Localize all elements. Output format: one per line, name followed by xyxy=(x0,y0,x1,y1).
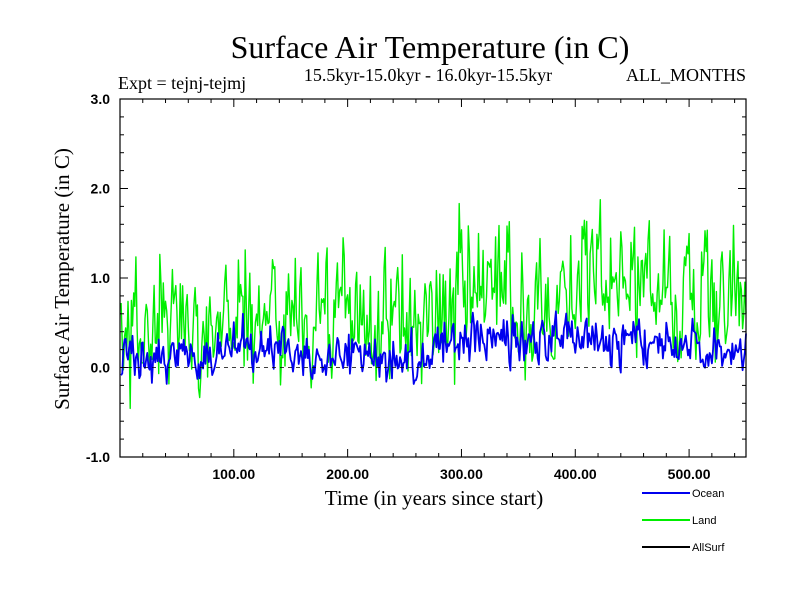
y-axis-tick-labels: -1.0 0.0 1.0 2.0 3.0 xyxy=(86,91,110,465)
x-tick-label: 500.00 xyxy=(668,466,711,482)
plot-area xyxy=(119,98,747,458)
y-tick-label: 1.0 xyxy=(91,270,111,286)
series-line-ocean xyxy=(120,310,747,385)
legend-label-land: Land xyxy=(692,515,716,527)
legend-label-allsurf: AllSurf xyxy=(692,542,725,554)
y-tick-label: 3.0 xyxy=(91,91,111,107)
legend-label-ocean: Ocean xyxy=(692,488,724,500)
y-tick-label: -1.0 xyxy=(86,449,110,465)
period-label: 15.5kyr-15.0kyr - 16.0kyr-15.5kyr xyxy=(304,65,552,85)
x-tick-label: 400.00 xyxy=(554,466,597,482)
y-tick-label: 0.0 xyxy=(91,360,111,376)
experiment-label: Expt = tejnj-tejmj xyxy=(118,73,246,93)
x-tick-label: 300.00 xyxy=(440,466,483,482)
series-line-land xyxy=(120,198,747,410)
x-axis-label: Time (in years since start) xyxy=(325,486,544,510)
series-group xyxy=(120,198,747,410)
axis-ticks xyxy=(120,98,746,458)
x-tick-label: 200.00 xyxy=(326,466,369,482)
x-axis-tick-labels: 100.00 200.00 300.00 400.00 500.00 xyxy=(212,466,710,482)
months-label: ALL_MONTHS xyxy=(626,65,746,85)
y-axis-label: Surface Air Temperature (in C) xyxy=(50,148,74,410)
y-tick-label: 2.0 xyxy=(91,181,111,197)
legend: Ocean Land AllSurf xyxy=(642,488,725,554)
chart-title: Surface Air Temperature (in C) xyxy=(231,29,630,65)
x-tick-label: 100.00 xyxy=(212,466,255,482)
plot-frame xyxy=(119,98,747,458)
